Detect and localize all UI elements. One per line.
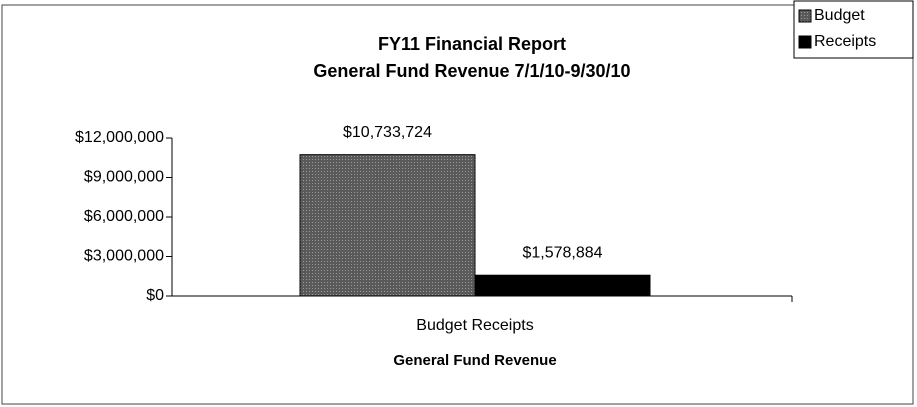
y-tick-label: $6,000,000 [84,208,164,225]
bar [474,274,651,297]
x-tick-label: Budget Receipts [416,317,533,334]
y-tick-label: $12,000,000 [75,129,164,146]
y-tick-label: $0 [146,287,164,304]
y-tick-label: $9,000,000 [84,169,164,186]
chart-subtitle: General Fund Revenue 7/1/10-9/30/10 [313,61,630,81]
data-label: $1,578,884 [522,244,602,261]
legend-label: Receipts [814,33,876,50]
bar [299,154,476,297]
legend-swatch [798,9,812,23]
legend [793,0,914,59]
chart-frame [1,4,914,405]
legend-label: Budget [814,7,865,24]
x-axis-label: General Fund Revenue [393,352,556,369]
y-tick-label: $3,000,000 [84,248,164,265]
legend-swatch [798,35,812,49]
chart-title: FY11 Financial Report [378,34,566,54]
data-label: $10,733,724 [343,124,432,141]
